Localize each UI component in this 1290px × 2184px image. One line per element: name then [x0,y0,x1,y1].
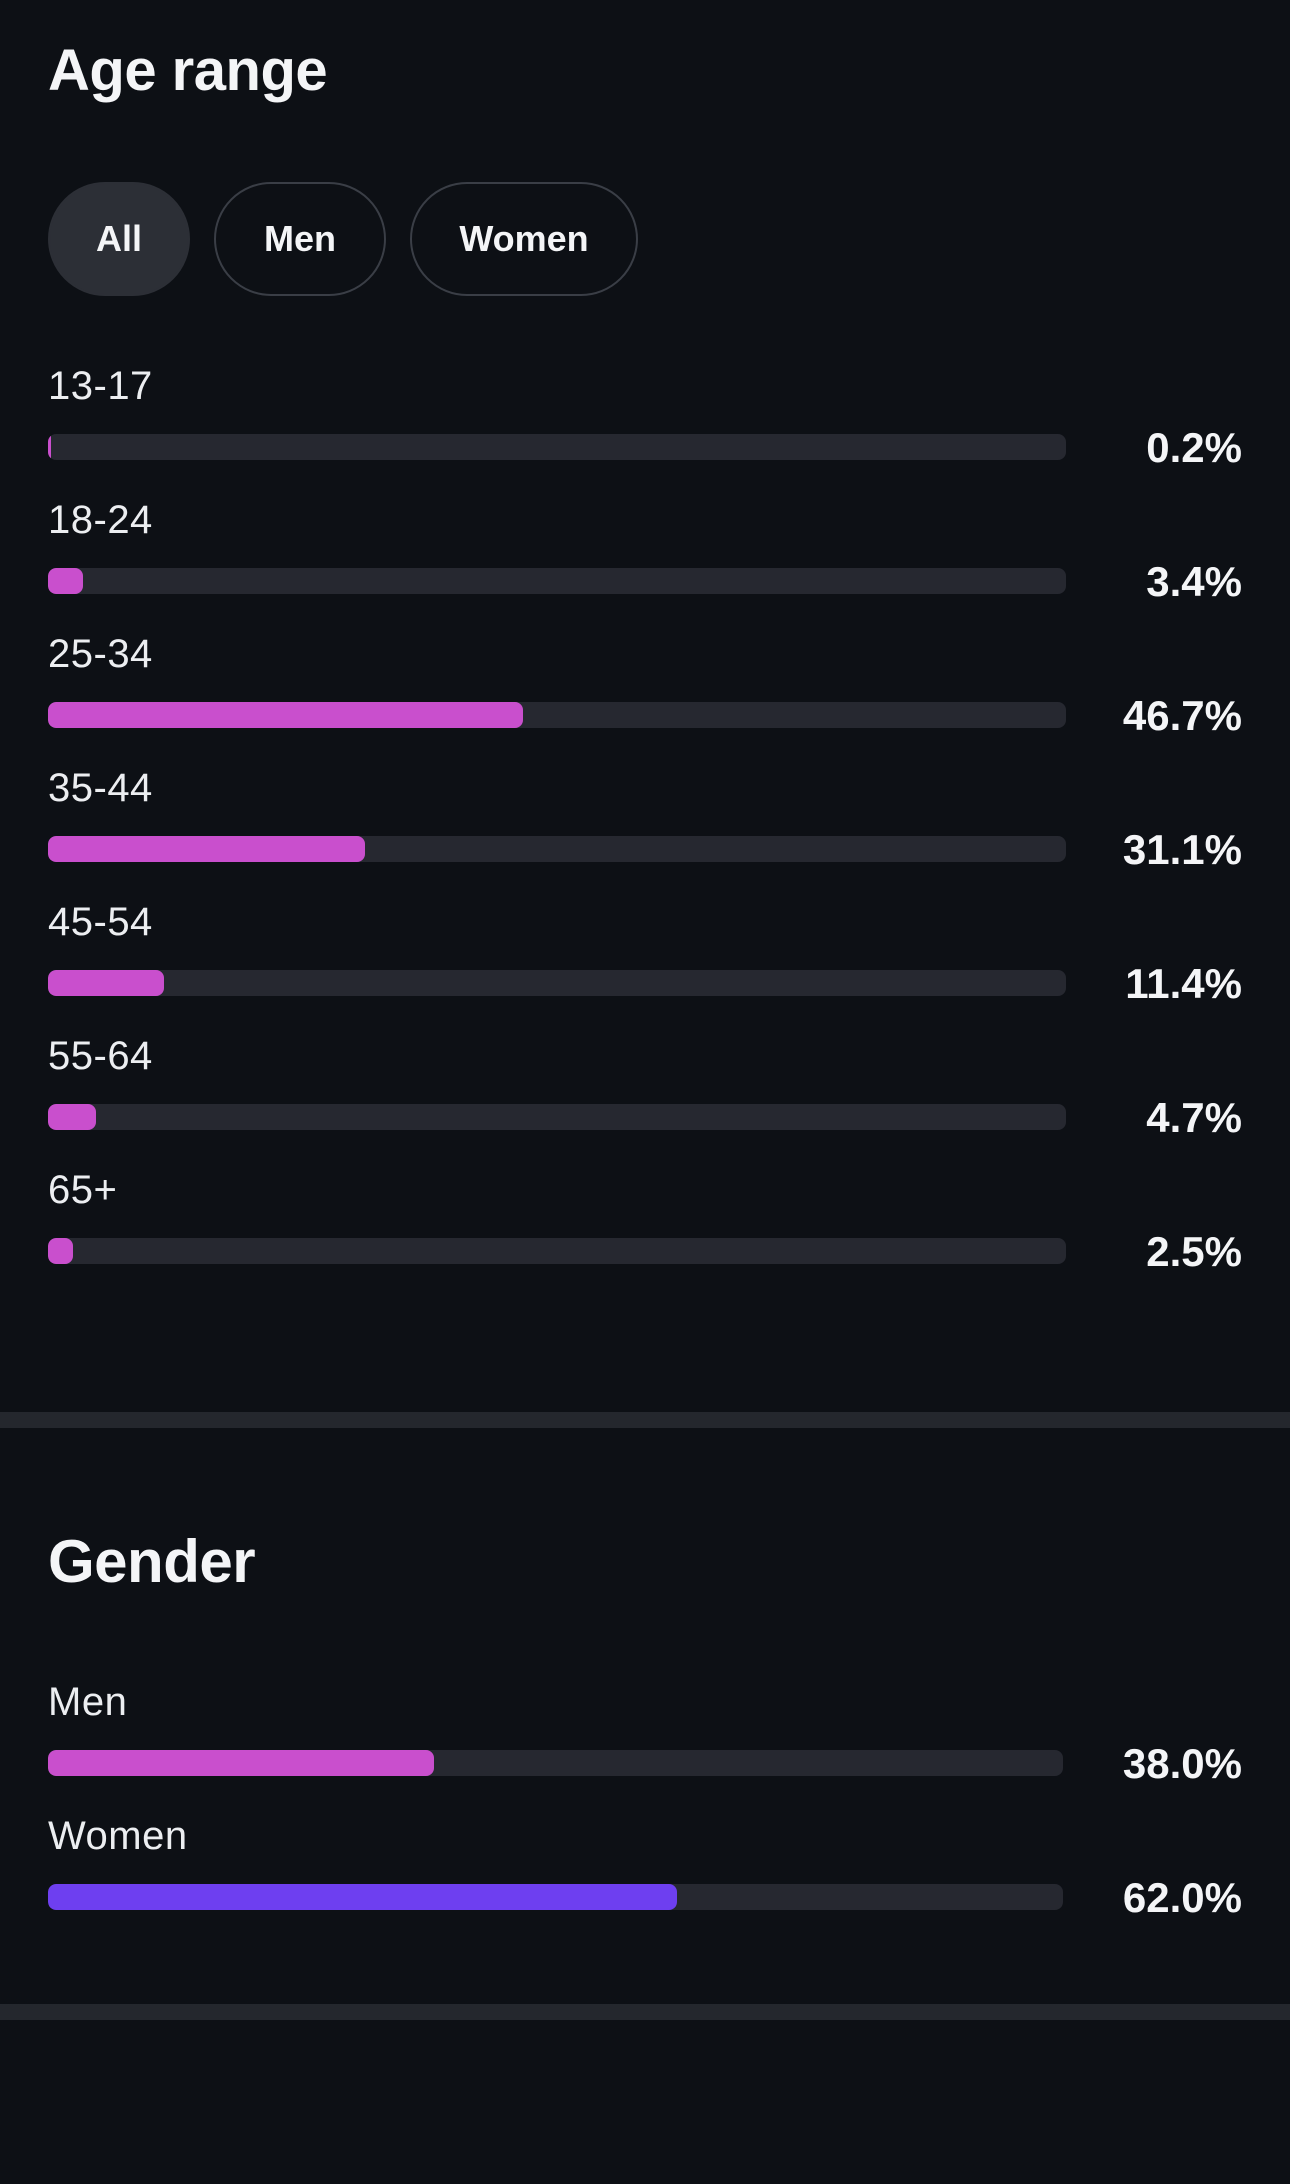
filter-all-chip[interactable]: All [48,182,190,296]
age-bar-fill [48,702,524,728]
age-row-label: 55-64 [48,1034,153,1078]
age-row-65-plus: 65+ 2.5% [0,1166,1290,1300]
gender-row-women: Women 62.0% [0,1812,1290,1946]
age-bar-track [48,1104,1066,1130]
age-row-percent: 4.7% [1146,1094,1242,1141]
age-range-title: Age range [48,38,328,103]
section-divider [0,2004,1290,2020]
age-bar-track [48,434,1066,460]
age-bar-fill [48,434,51,460]
age-row-55-64: 55-64 4.7% [0,1032,1290,1166]
age-bar-fill [48,970,165,996]
age-row-35-44: 35-44 31.1% [0,764,1290,898]
age-bar-fill [48,568,83,594]
age-row-percent: 46.7% [1122,692,1242,739]
gender-row-men: Men 38.0% [0,1678,1290,1812]
age-bar-track [48,1238,1066,1264]
age-bar-track [48,702,1066,728]
age-row-label: 13-17 [48,364,153,408]
age-bar-fill [48,1238,74,1264]
age-bar-fill [48,1104,96,1130]
age-row-label: 25-34 [48,632,153,676]
age-row-percent: 3.4% [1146,558,1242,605]
age-row-25-34: 25-34 46.7% [0,630,1290,764]
gender-bar-fill [48,1884,678,1910]
age-row-percent: 2.5% [1146,1228,1242,1275]
age-row-label: 65+ [48,1168,118,1212]
age-row-label: 45-54 [48,900,153,944]
age-row-label: 35-44 [48,766,153,810]
age-row-45-54: 45-54 11.4% [0,898,1290,1032]
age-bar-track [48,568,1066,594]
audience-filter-chips: All Men Women [48,182,638,296]
gender-row-label: Women [48,1814,188,1858]
age-bar-fill [48,836,365,862]
gender-row-percent: 62.0% [1122,1874,1242,1921]
age-bar-track [48,836,1066,862]
age-row-percent: 11.4% [1125,960,1242,1007]
age-row-percent: 31.1% [1122,826,1242,873]
age-row-percent: 0.2% [1146,424,1242,471]
gender-bar-track [48,1750,1063,1776]
age-row-13-17: 13-17 0.2% [0,362,1290,496]
filter-men-chip[interactable]: Men [214,182,386,296]
gender-bar-track [48,1884,1063,1910]
gender-row-label: Men [48,1680,128,1724]
gender-row-percent: 38.0% [1122,1740,1242,1787]
gender-title: Gender [48,1528,256,1595]
section-divider [0,1412,1290,1428]
age-row-label: 18-24 [48,498,153,542]
gender-bar-fill [48,1750,434,1776]
age-row-18-24: 18-24 3.4% [0,496,1290,630]
filter-women-chip[interactable]: Women [410,182,638,296]
age-bar-track [48,970,1066,996]
